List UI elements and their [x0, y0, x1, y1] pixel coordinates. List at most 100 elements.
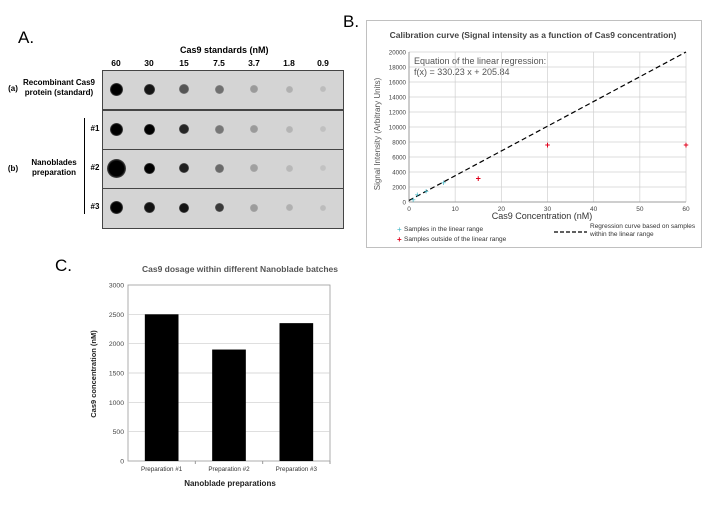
bar: [279, 323, 314, 461]
linear-range-point: +: [415, 190, 420, 200]
concentration-label: 0.9: [317, 58, 329, 68]
linear-range-point: +: [441, 178, 446, 188]
dosage-x-label: Nanoblade preparations: [184, 479, 276, 488]
dosage-y-label: Cas9 concentration (nM): [89, 330, 98, 418]
blot-dot: [143, 83, 155, 95]
dosage-bar-chart: Cas9 dosage within different Nanoblade b…: [89, 264, 338, 488]
panel-c-letter: C.: [55, 256, 72, 275]
y-tick-label: 6000: [392, 155, 406, 162]
blot-dot: [179, 124, 189, 134]
blot-dot: [285, 85, 293, 93]
y-tick-label: 8000: [392, 140, 406, 147]
blot-dot: [320, 86, 326, 92]
blot-dot: [250, 164, 258, 172]
regression-line: [408, 51, 687, 201]
regression-equation-title: Equation of the linear regression:: [414, 56, 546, 66]
concentration-label: 30: [144, 58, 154, 68]
blot-dot: [214, 84, 224, 94]
legend-marker-linear-icon: +: [397, 225, 402, 234]
y-tick-label: 14000: [389, 95, 407, 102]
blot-dot: [214, 203, 224, 212]
concentration-label: 15: [179, 58, 189, 68]
x-tick-label: Preparation #2: [208, 466, 250, 473]
calibration-y-label: Signal Intensity (Arbitrary Units): [373, 77, 382, 190]
x-tick-label: 60: [682, 206, 690, 213]
legend-label-linear: Samples in the linear range: [404, 226, 484, 233]
concentration-label: 60: [111, 58, 121, 68]
blot-dot: [179, 84, 189, 94]
blot-dot: [320, 204, 326, 211]
blot-dot: [109, 122, 123, 136]
y-tick-label: 0: [403, 200, 407, 207]
calibration-chart-title: Calibration curve (Signal intensity as a…: [390, 30, 677, 40]
row-b-label: Nanoblades preparation: [31, 158, 77, 177]
y-tick-label: 2000: [109, 341, 124, 348]
y-tick-label: 12000: [389, 110, 407, 117]
blot-dot: [214, 124, 224, 134]
blot-dot: [250, 85, 258, 93]
y-tick-label: 1000: [109, 400, 124, 407]
x-tick-label: 10: [452, 206, 460, 213]
y-tick-label: 3000: [109, 283, 124, 290]
blot-dot: [109, 82, 123, 96]
blot-dot: [106, 158, 126, 178]
sub-row-1-label: #1: [90, 124, 100, 133]
panel-a-letter: A.: [18, 28, 35, 47]
blot-dot: [143, 162, 155, 174]
legend-marker-outside-icon: +: [397, 235, 402, 244]
linear-range-point: +: [411, 195, 416, 205]
outside-range-point: +: [545, 140, 550, 150]
outside-range-point: +: [476, 173, 481, 183]
x-tick-label: Preparation #3: [276, 466, 318, 473]
y-tick-label: 0: [120, 459, 124, 466]
blot-dot: [109, 201, 123, 214]
bar: [212, 349, 246, 461]
blot-dot: [143, 123, 155, 135]
blot-dot: [179, 163, 189, 173]
y-tick-label: 2500: [109, 312, 124, 319]
calibration-chart-frame: [366, 20, 702, 248]
row-a-tag: (a): [8, 84, 18, 93]
y-tick-label: 4000: [392, 170, 406, 177]
blot-dot: [285, 204, 293, 211]
legend-label-outside: Samples outside of the linear range: [404, 236, 507, 243]
regression-equation: f(x) = 330.23 x + 205.84: [414, 67, 510, 77]
bar: [144, 314, 179, 461]
row-b-tag: (b): [7, 164, 19, 173]
dosage-chart-title: Cas9 dosage within different Nanoblade b…: [142, 264, 338, 274]
sub-row-3-label: #3: [90, 202, 100, 211]
x-tick-label: 20: [498, 206, 506, 213]
blot-dot: [320, 126, 326, 132]
concentration-label: 7.5: [213, 58, 225, 68]
linear-range-point: +: [423, 187, 428, 197]
y-tick-label: 18000: [389, 65, 407, 72]
row-a-label: Recombinant Cas9 protein (standard): [22, 78, 96, 97]
y-tick-label: 1500: [109, 371, 124, 378]
y-tick-label: 2000: [392, 185, 406, 192]
blot-dot: [285, 164, 293, 172]
concentration-label: 3.7: [248, 58, 260, 68]
concentration-label: 1.8: [283, 58, 295, 68]
panel-b-letter: B.: [343, 12, 360, 31]
blot-dot: [320, 165, 326, 171]
blot-dot: [214, 163, 224, 173]
y-tick-label: 20000: [389, 50, 407, 57]
blot-dot: [285, 125, 293, 133]
x-tick-label: 0: [407, 206, 411, 213]
y-tick-label: 10000: [389, 125, 407, 132]
blot-dot: [143, 202, 155, 213]
blot-dot: [179, 202, 189, 213]
row-b-bracket: [84, 118, 85, 214]
calibration-chart: Calibration curve (Signal intensity as a…: [373, 30, 696, 244]
y-tick-label: 500: [113, 429, 125, 436]
blot-dot: [250, 125, 258, 133]
blot-dot: [250, 203, 258, 212]
y-tick-label: 16000: [389, 80, 407, 87]
x-tick-label: 30: [544, 206, 552, 213]
sub-row-2-label: #2: [90, 163, 100, 172]
x-tick-label: 40: [590, 206, 598, 213]
outside-range-point: +: [683, 140, 688, 150]
legend-label-regression: Regression curve based on samples within…: [590, 223, 696, 238]
x-tick-label: 50: [636, 206, 644, 213]
standards-title: Cas9 standards (nM): [180, 45, 269, 55]
